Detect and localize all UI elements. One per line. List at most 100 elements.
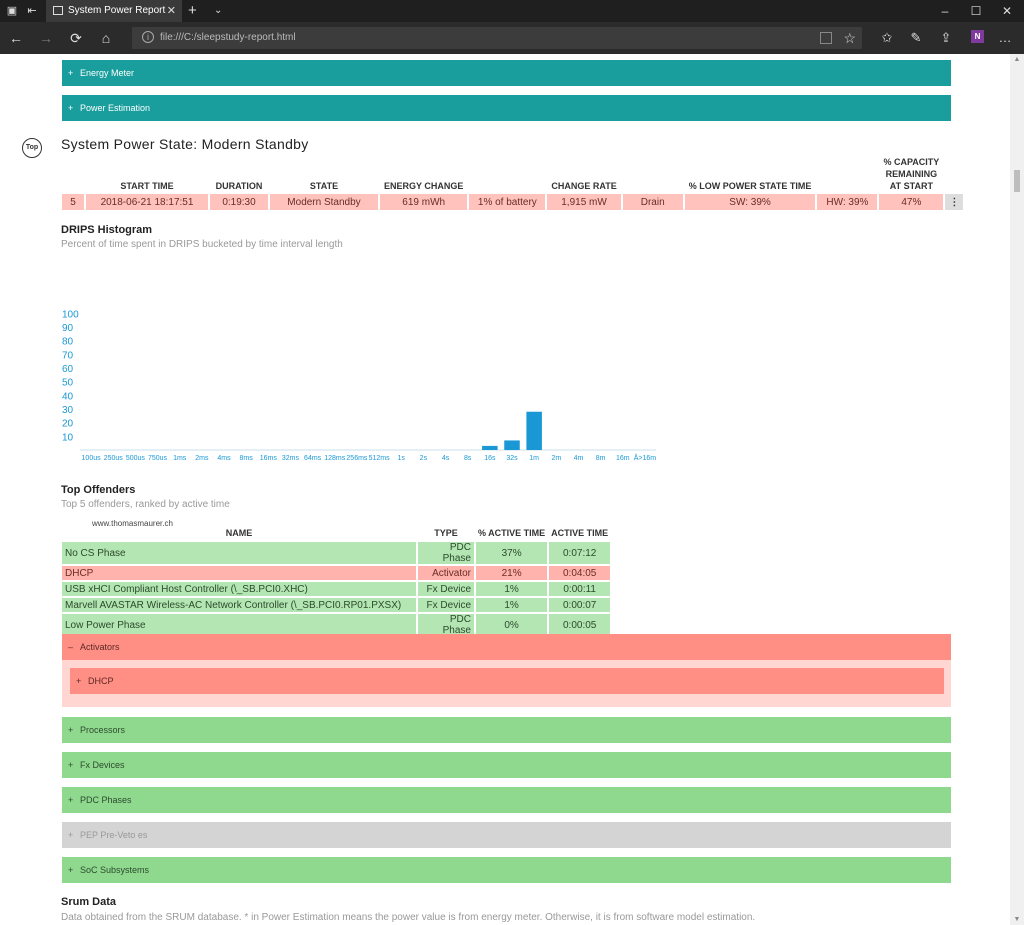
minimize-button[interactable]: – — [941, 4, 949, 18]
section-label: Activators — [80, 642, 120, 652]
x-tick-label: 250us — [104, 455, 124, 462]
expand-icon: + — [68, 865, 74, 875]
set-tabs-aside-icon[interactable]: ⇤ — [27, 5, 37, 17]
report-page: + Energy Meter + Power Estimation Top Syst… — [0, 54, 1010, 925]
offender-name-cell: USB xHCI Compliant Host Controller (\_SB… — [62, 582, 416, 596]
expand-icon: + — [68, 725, 74, 735]
row-index: 5 — [62, 194, 84, 210]
top-link-icon[interactable]: Top — [22, 138, 42, 158]
scroll-up-icon[interactable]: ▲ — [1013, 56, 1021, 63]
drips-title: DRIPS Histogram — [61, 224, 153, 236]
offender-type-cell: Fx Device — [418, 598, 474, 612]
srum-subtitle: Data obtained from the SRUM database. * … — [61, 912, 756, 923]
reading-view-icon[interactable] — [820, 32, 832, 44]
y-tick-label: 40 — [62, 391, 74, 402]
tab-list-chevron-icon[interactable]: ⌄ — [214, 5, 223, 16]
y-tick-label: 10 — [62, 432, 74, 443]
table-row[interactable]: 5 2018-06-21 18:17:51 0:19:30 Modern Sta… — [62, 194, 964, 210]
x-tick-label: 750us — [148, 455, 168, 462]
offender-time-cell: 0:04:05 — [549, 566, 611, 580]
x-tick-label: 128ms — [324, 455, 346, 462]
x-tick-label: 8ms — [240, 455, 254, 462]
x-tick-label: 256ms — [346, 455, 368, 462]
section-activators[interactable]: – Activators — [62, 634, 951, 660]
y-tick-label: 30 — [62, 405, 74, 416]
section-fx-devices[interactable]: + Fx Devices — [62, 752, 951, 778]
offender-name-cell: Low Power Phase — [62, 614, 416, 636]
x-tick-label: 100us — [82, 455, 102, 462]
y-tick-label: 70 — [62, 350, 74, 361]
table-row[interactable]: USB xHCI Compliant Host Controller (\_SB… — [62, 582, 611, 596]
scroll-down-icon[interactable]: ▼ — [1013, 916, 1021, 923]
section-dhcp[interactable]: + DHCP — [70, 668, 944, 694]
refresh-button[interactable]: ⟳ — [70, 30, 82, 46]
section-pdc-phases[interactable]: + PDC Phases — [62, 787, 951, 813]
section-label: Fx Devices — [80, 760, 125, 770]
y-tick-label: 90 — [62, 323, 74, 334]
section-label: SoC Subsystems — [80, 865, 150, 875]
x-tick-label: 32ms — [282, 455, 300, 462]
x-tick-label: 16ms — [260, 455, 278, 462]
onenote-icon[interactable]: N — [971, 30, 984, 43]
drips-histogram-chart: 10 20 30 40 50 60 70 80 90 100 100us 250us 500us 750u… — [62, 309, 657, 462]
drips-subtitle: Percent of time spent in DRIPS bucketed … — [61, 239, 343, 250]
offenders-title: Top Offenders — [61, 484, 136, 496]
share-icon[interactable]: ⇪ — [940, 30, 952, 45]
offender-pct-cell: 0% — [476, 614, 548, 636]
expand-icon: + — [68, 68, 74, 78]
expand-icon: + — [68, 795, 74, 805]
tab-actions-icon[interactable]: ▣ — [6, 5, 18, 17]
table-row[interactable]: Marvell AVASTAR Wireless-AC Network Cont… — [62, 598, 611, 612]
x-tick-label: 32s — [506, 455, 518, 462]
histogram-bar — [504, 440, 520, 450]
tab-close-icon[interactable]: ✕ — [166, 5, 176, 17]
section-soc-subsystems[interactable]: + SoC Subsystems — [62, 857, 951, 883]
back-button[interactable]: ← — [9, 30, 23, 46]
new-tab-button[interactable]: + — [188, 2, 197, 19]
section-power-estimation[interactable]: + Power Estimation — [62, 95, 951, 121]
close-window-button[interactable]: ✕ — [1001, 4, 1013, 18]
notes-pen-icon[interactable]: ✎ — [910, 30, 922, 45]
offender-type-cell: Fx Device — [418, 582, 474, 596]
col-header — [62, 154, 84, 192]
hw-low-power-cell: HW: 39% — [817, 194, 878, 210]
offender-name-cell: Marvell AVASTAR Wireless-AC Network Cont… — [62, 598, 416, 612]
x-tick-label: 4s — [442, 455, 450, 462]
x-tick-label: 1m — [529, 455, 539, 462]
offender-type-cell: PDC Phase — [418, 542, 474, 564]
maximize-button[interactable]: ☐ — [970, 4, 982, 18]
x-tick-label: 8s — [464, 455, 472, 462]
scroll-thumb[interactable] — [1014, 170, 1020, 192]
table-row[interactable]: Low Power Phase PDC Phase 0% 0:00:05 — [62, 614, 611, 636]
x-tick-label: 64ms — [304, 455, 322, 462]
home-button[interactable]: ⌂ — [101, 30, 111, 46]
state-cell: Modern Standby — [270, 194, 378, 210]
vertical-scrollbar[interactable]: ▲ ▼ — [1010, 54, 1024, 925]
table-row[interactable]: No CS Phase PDC Phase 37% 0:07:12 — [62, 542, 611, 564]
forward-button[interactable]: → — [39, 30, 53, 46]
col-header — [817, 154, 877, 192]
srum-title: Srum Data — [61, 896, 117, 908]
section-energy-meter[interactable]: + Energy Meter — [62, 60, 951, 86]
info-icon[interactable]: i — [142, 31, 154, 43]
favorite-star-icon[interactable]: ☆ — [843, 30, 856, 46]
row-menu-icon[interactable]: ⋮ — [945, 194, 964, 210]
x-tick-label: Å>16m — [634, 453, 657, 462]
tab-system-power-report[interactable]: System Power Report ✕ — [46, 0, 182, 22]
more-menu-icon[interactable]: … — [998, 30, 1012, 45]
x-tick-label: 8m — [596, 455, 606, 462]
address-bar[interactable]: i file:///C:/sleepstudy-report.html ☆ — [132, 27, 862, 49]
x-tick-label: 4m — [574, 455, 584, 462]
table-row[interactable]: DHCP Activator 21% 0:04:05 — [62, 566, 611, 580]
offender-name-cell: DHCP — [62, 566, 416, 580]
capacity-remaining-cell: 47% — [879, 194, 944, 210]
favorites-icon[interactable]: ✩ — [881, 30, 893, 45]
col-header: % LOW POWER STATE TIME — [688, 181, 812, 191]
section-label: Processors — [80, 725, 126, 735]
col-header: NAME — [225, 528, 253, 538]
y-tick-label: 80 — [62, 337, 74, 348]
section-processors[interactable]: + Processors — [62, 717, 951, 743]
collapse-icon: – — [68, 642, 74, 652]
col-header — [945, 154, 963, 192]
url-text[interactable]: file:///C:/sleepstudy-report.html — [160, 32, 296, 43]
